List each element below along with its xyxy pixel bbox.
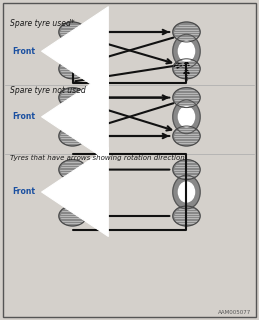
Text: Spare tyre used*: Spare tyre used* [10, 19, 75, 28]
Circle shape [178, 107, 195, 127]
Ellipse shape [173, 59, 200, 79]
Ellipse shape [173, 88, 200, 108]
Circle shape [178, 41, 195, 61]
Text: Front: Front [12, 47, 35, 56]
Ellipse shape [59, 126, 86, 146]
Text: Tyres that have arrows showing rotation direction: Tyres that have arrows showing rotation … [10, 155, 185, 161]
Circle shape [173, 100, 200, 134]
Ellipse shape [173, 22, 200, 42]
Text: Front: Front [12, 112, 35, 121]
Text: AAM005077: AAM005077 [218, 310, 251, 315]
Circle shape [173, 34, 200, 68]
Ellipse shape [59, 22, 86, 42]
FancyArrowPatch shape [42, 72, 108, 161]
FancyArrowPatch shape [42, 7, 108, 96]
Text: Spare tyre not used: Spare tyre not used [10, 86, 86, 95]
Ellipse shape [173, 126, 200, 146]
Ellipse shape [59, 206, 86, 226]
Ellipse shape [59, 160, 86, 180]
Circle shape [173, 175, 200, 209]
Text: Front: Front [12, 188, 35, 196]
Ellipse shape [173, 160, 200, 180]
FancyArrowPatch shape [42, 148, 108, 236]
Ellipse shape [59, 59, 86, 79]
Ellipse shape [173, 206, 200, 226]
Circle shape [178, 182, 195, 202]
Ellipse shape [59, 88, 86, 108]
